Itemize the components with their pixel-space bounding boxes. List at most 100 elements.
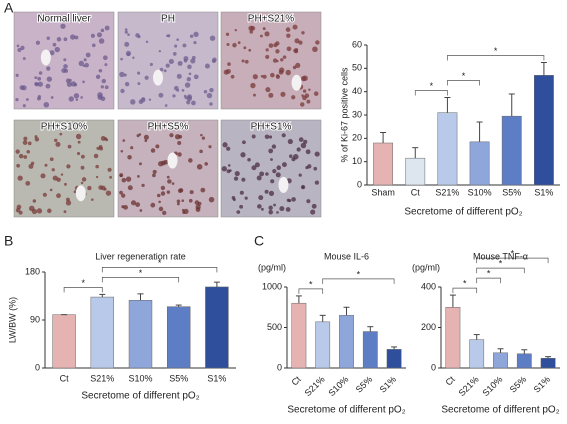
nucleus [15, 207, 21, 213]
nucleus [280, 91, 286, 97]
vessel [153, 69, 164, 86]
nucleus [236, 210, 241, 214]
nucleus [70, 34, 76, 40]
nucleus [204, 63, 210, 69]
nucleus [276, 211, 279, 214]
nucleus [225, 32, 230, 36]
vessel [167, 152, 178, 169]
nucleus [107, 167, 112, 172]
image-label: PH+S5% [148, 122, 189, 133]
nucleus [313, 91, 319, 96]
nucleus [240, 152, 246, 158]
nucleus [27, 141, 32, 146]
nucleus [109, 175, 113, 179]
histology-image [220, 11, 322, 110]
vessel [278, 176, 289, 193]
significance-label: * [463, 278, 467, 288]
nucleus [296, 147, 301, 152]
nucleus [172, 51, 177, 56]
nucleus [243, 46, 247, 50]
nucleus [168, 58, 174, 65]
nucleus [126, 52, 131, 57]
nucleus [17, 47, 22, 52]
nucleus [142, 97, 145, 100]
error-bar [444, 97, 451, 113]
nucleus [123, 73, 127, 77]
y-tick-label: 30 [352, 109, 362, 119]
nucleus [193, 74, 199, 80]
significance-label: * [499, 258, 503, 268]
nucleus [302, 95, 307, 101]
nucleus [227, 164, 231, 167]
nucleus [32, 199, 37, 203]
significance-bracket [476, 277, 501, 284]
bar [501, 115, 522, 186]
nucleus [73, 190, 77, 194]
nucleus [272, 58, 278, 63]
bar [386, 349, 402, 369]
nucleus [23, 136, 28, 141]
nucleus [241, 59, 245, 63]
nucleus [301, 186, 305, 189]
chart-title: Mouse TNF-α [473, 251, 528, 261]
nucleus [300, 102, 305, 107]
nucleus [84, 62, 89, 68]
y-tick-label: 50 [352, 63, 362, 73]
nucleus [130, 200, 137, 206]
nucleus [268, 209, 274, 215]
x-tick-label: S1% [532, 374, 553, 395]
error-bar [412, 147, 419, 159]
nucleus [17, 175, 23, 181]
nucleus [276, 74, 280, 78]
nucleus [292, 24, 298, 30]
nucleus [50, 96, 54, 99]
nucleus [276, 165, 282, 170]
nucleus [34, 76, 38, 80]
y-tick-label: 60 [352, 39, 362, 49]
nucleus [75, 133, 82, 140]
nucleus [181, 199, 185, 203]
vessel [291, 74, 302, 91]
x-tick-label: S5% [169, 373, 188, 383]
nucleus [178, 134, 183, 139]
nucleus [21, 85, 27, 91]
nucleus [172, 94, 176, 98]
x-tick-label: Sham [371, 187, 395, 197]
x-axis-label: Secretome of different pO₂ [441, 405, 559, 416]
nucleus [209, 102, 213, 106]
nucleus [43, 102, 50, 108]
nucleus [164, 104, 168, 107]
nucleus [55, 141, 61, 147]
x-axis-label: Secretome of different pO₂ [287, 405, 405, 416]
nucleus [101, 78, 107, 84]
nucleus [20, 45, 25, 50]
nucleus [63, 58, 67, 62]
nucleus [18, 153, 24, 159]
nucleus [191, 100, 196, 106]
nucleus [63, 37, 68, 42]
image-label: PH+S21% [248, 14, 295, 25]
nucleus [44, 163, 48, 167]
nucleus [35, 40, 41, 45]
nucleus [56, 177, 61, 182]
nucleus [189, 34, 194, 38]
x-tick-label: S1% [207, 373, 226, 383]
bar [445, 307, 461, 369]
y-tick-label: 10 [352, 156, 362, 166]
nucleus [137, 82, 141, 86]
nucleus [165, 63, 170, 68]
bar [516, 353, 532, 369]
nucleus [265, 87, 271, 93]
nucleus [51, 168, 55, 172]
nucleus [181, 208, 185, 212]
nucleus [211, 59, 216, 64]
nucleus [54, 46, 60, 53]
nucleus [250, 82, 256, 89]
nucleus [46, 76, 53, 82]
x-tick-label: S5% [508, 374, 529, 395]
x-tick-label: S10% [468, 187, 492, 197]
nucleus [141, 183, 145, 188]
significance-label: * [430, 81, 434, 91]
nucleus [206, 92, 213, 99]
nucleus [285, 69, 291, 76]
